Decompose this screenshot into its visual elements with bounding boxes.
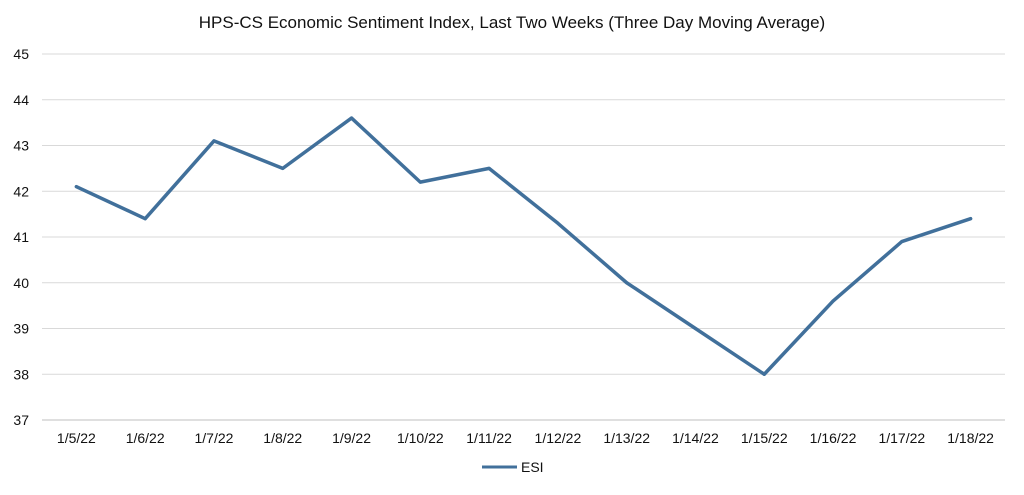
data-point xyxy=(487,166,491,170)
x-axis-ticks: 1/5/22 1/6/22 1/7/22 1/8/22 1/9/22 1/10/22 1/1… xyxy=(57,430,994,446)
x-tick-label: 1/9/22 xyxy=(332,430,371,446)
gridlines xyxy=(42,53,1005,421)
data-point xyxy=(281,166,285,170)
y-axis-ticks: 37 38 39 40 41 42 43 44 45 xyxy=(13,46,29,428)
x-tick-label: 1/12/22 xyxy=(535,430,582,446)
y-tick-label: 45 xyxy=(13,46,29,62)
data-point xyxy=(74,185,78,189)
data-point xyxy=(418,180,422,184)
data-point xyxy=(831,299,835,303)
legend: ESI xyxy=(482,459,544,475)
x-tick-label: 1/7/22 xyxy=(194,430,233,446)
data-point xyxy=(625,281,629,285)
legend-label-esi: ESI xyxy=(521,459,544,475)
y-tick-label: 43 xyxy=(13,138,29,154)
y-tick-label: 42 xyxy=(13,183,29,199)
data-point xyxy=(143,217,147,221)
chart-title: HPS-CS Economic Sentiment Index, Last Tw… xyxy=(199,13,825,32)
x-tick-label: 1/17/22 xyxy=(878,430,925,446)
y-tick-label: 39 xyxy=(13,321,29,337)
x-tick-label: 1/15/22 xyxy=(741,430,788,446)
data-point xyxy=(900,240,904,244)
x-tick-label: 1/11/22 xyxy=(466,430,512,446)
y-tick-label: 38 xyxy=(13,366,29,382)
data-point xyxy=(212,139,216,143)
series-line-esi xyxy=(74,116,973,376)
data-point xyxy=(693,327,697,330)
y-tick-label: 40 xyxy=(13,275,29,291)
y-tick-label: 37 xyxy=(13,412,29,428)
x-tick-label: 1/13/22 xyxy=(603,430,650,446)
data-point xyxy=(556,221,560,225)
x-tick-label: 1/5/22 xyxy=(57,430,96,446)
data-point xyxy=(350,116,354,120)
x-tick-label: 1/18/22 xyxy=(947,430,994,446)
x-tick-label: 1/6/22 xyxy=(126,430,165,446)
y-tick-label: 44 xyxy=(13,92,29,108)
x-tick-label: 1/14/22 xyxy=(672,430,719,446)
data-point xyxy=(969,217,973,221)
x-tick-label: 1/10/22 xyxy=(397,430,444,446)
data-point xyxy=(762,372,766,376)
y-tick-label: 41 xyxy=(13,229,29,245)
series-layer xyxy=(74,116,973,376)
x-tick-label: 1/16/22 xyxy=(810,430,857,446)
x-tick-label: 1/8/22 xyxy=(263,430,302,446)
